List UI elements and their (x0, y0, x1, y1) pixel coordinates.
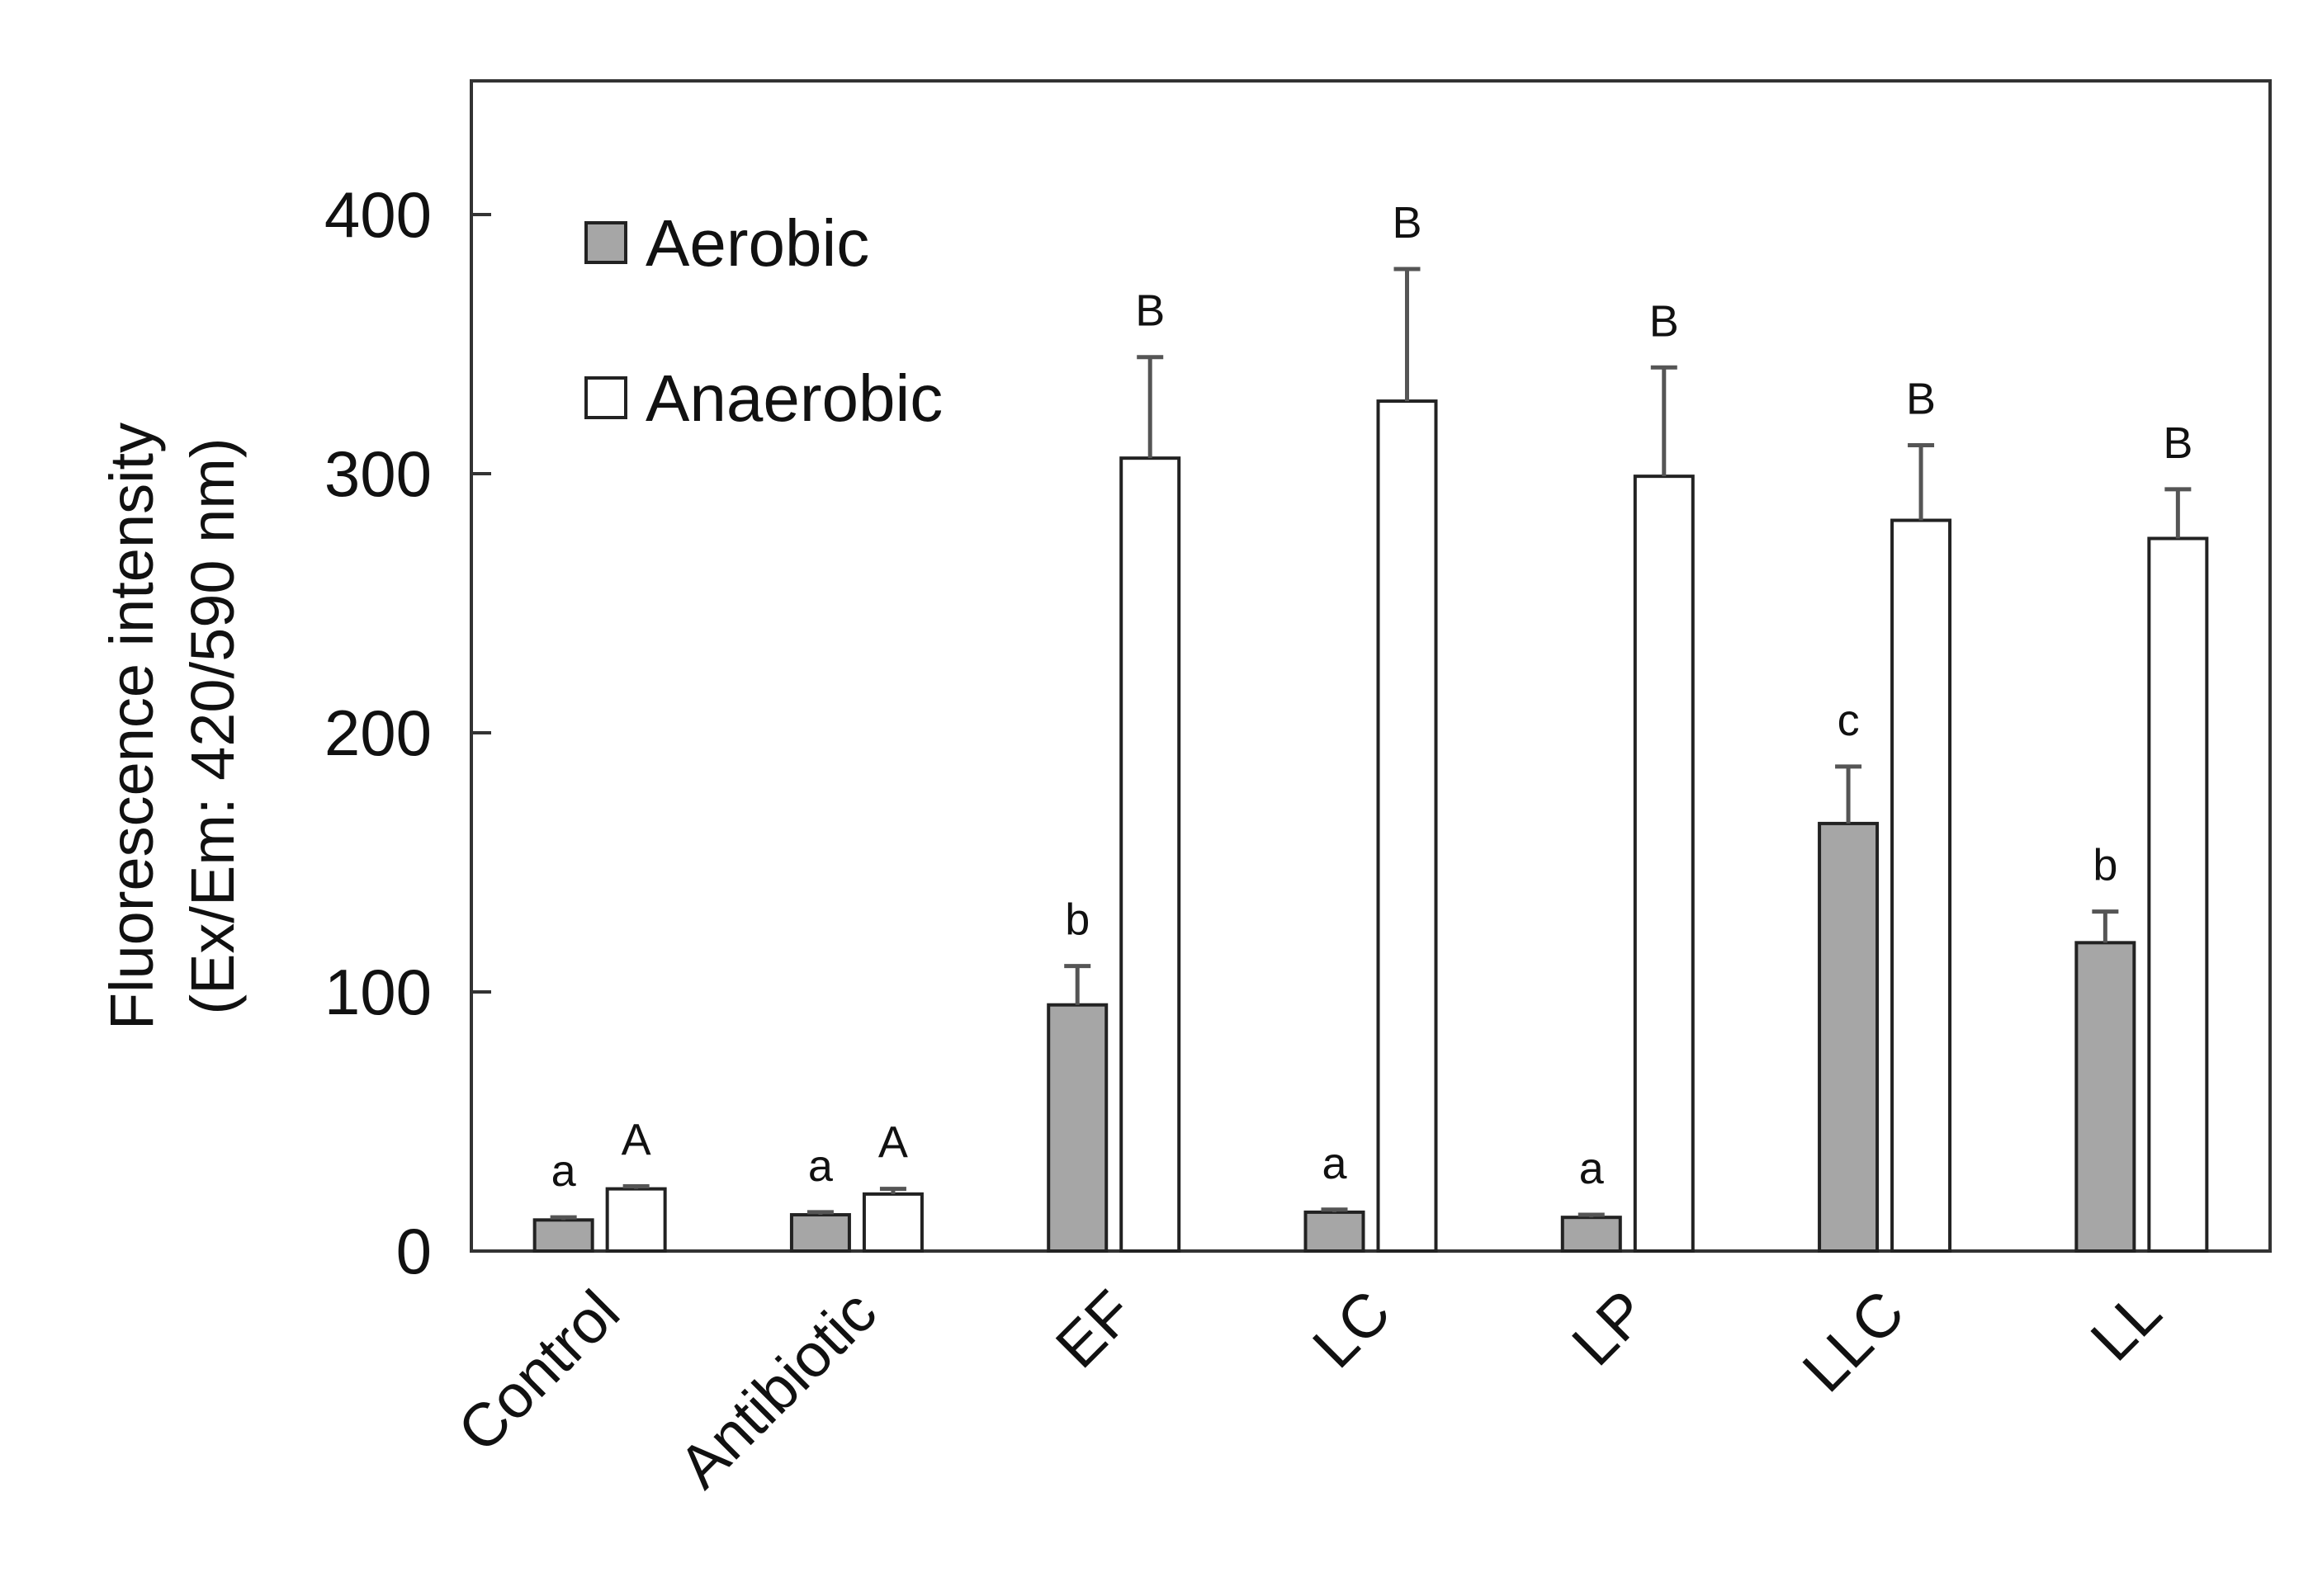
legend-swatch-anaerobic (584, 376, 627, 419)
bar-anaerobic-control (605, 1187, 667, 1254)
x-tick-label-antibiotic: Antibiotic (665, 1277, 889, 1501)
significance-label: a (1322, 1139, 1347, 1188)
bar-aerobic-lc (1303, 1210, 1365, 1254)
bar-aerobic-antibiotic (789, 1213, 851, 1254)
legend-label-aerobic: Aerobic (646, 206, 869, 280)
significance-label: B (1135, 286, 1165, 336)
bar-aerobic-ll (2074, 941, 2136, 1253)
y-axis-title-line2: (Ex/Em: 420/590 nm) (178, 437, 247, 1014)
x-tick-label-lc: LC (1299, 1277, 1403, 1381)
bar-aerobic-lp (1560, 1216, 1622, 1254)
bar-anaerobic-llc (1890, 518, 1952, 1253)
bar-anaerobic-ef (1119, 456, 1181, 1253)
significance-label: b (2093, 841, 2117, 890)
significance-label: A (622, 1116, 651, 1165)
bar-aerobic-ef (1047, 1003, 1109, 1253)
y-tick-label: 0 (396, 1215, 432, 1287)
y-tick-label: 400 (324, 178, 432, 251)
x-tick-label-llc: LLC (1790, 1277, 1918, 1405)
x-tick-label-control: Control (445, 1277, 632, 1465)
bar-aerobic-control (532, 1218, 594, 1253)
significance-label: a (1579, 1144, 1605, 1193)
legend-swatch-aerobic (584, 221, 627, 264)
x-tick-label-ef: EF (1043, 1277, 1147, 1381)
plot-frame (470, 79, 2272, 1253)
legend: Aerobic Anaerobic (584, 206, 943, 435)
bar-anaerobic-lp (1633, 475, 1695, 1253)
significance-label: c (1838, 696, 1860, 745)
bar-anaerobic-ll (2147, 536, 2209, 1253)
significance-label: B (2163, 418, 2192, 468)
significance-label: b (1065, 895, 1090, 945)
bar-anaerobic-lc (1376, 399, 1438, 1254)
significance-label: B (1906, 374, 1936, 423)
bar-anaerobic-antibiotic (862, 1192, 924, 1254)
x-tick-label-ll: LL (2078, 1277, 2174, 1374)
x-axis: Control Antibiotic EF LC LP LLC LL (445, 1277, 2174, 1501)
y-tick-label: 200 (324, 696, 432, 769)
bar-aerobic-llc (1818, 821, 1880, 1253)
significance-label: A (878, 1118, 908, 1168)
x-tick-label-lp: LP (1559, 1277, 1660, 1379)
legend-label-anaerobic: Anaerobic (646, 361, 943, 435)
y-axis-title-line1: Fluorescence intensity (97, 423, 166, 1030)
significance-label: B (1649, 296, 1679, 346)
significance-label: B (1392, 198, 1421, 248)
significance-label: a (551, 1146, 577, 1196)
y-tick-label: 300 (324, 437, 432, 510)
significance-label: a (808, 1141, 834, 1191)
y-tick-label: 100 (324, 956, 432, 1028)
y-axis: 0 100 200 300 400 (324, 178, 491, 1287)
